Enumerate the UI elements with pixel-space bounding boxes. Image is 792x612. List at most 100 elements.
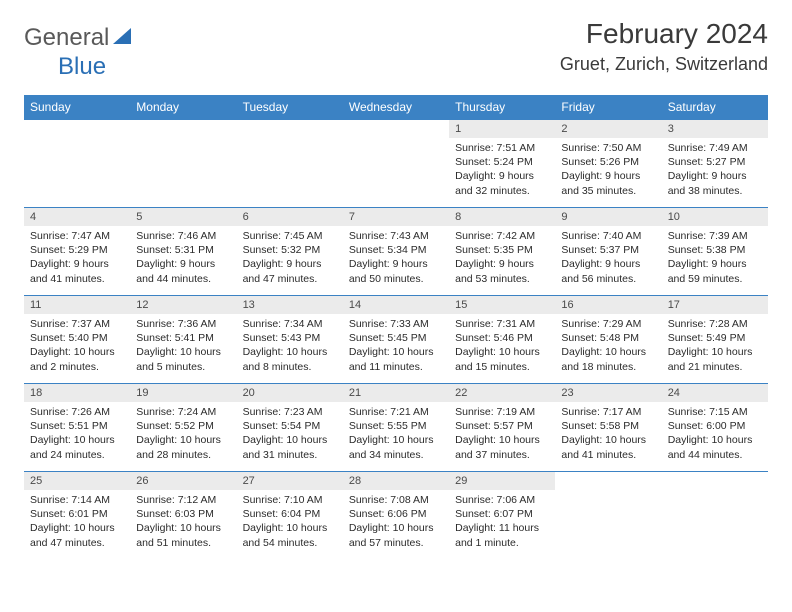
day-body: Sunrise: 7:51 AMSunset: 5:24 PMDaylight:…	[449, 138, 555, 202]
calendar-day-cell: 22Sunrise: 7:19 AMSunset: 5:57 PMDayligh…	[449, 384, 555, 472]
calendar-body: 1Sunrise: 7:51 AMSunset: 5:24 PMDaylight…	[24, 120, 768, 560]
calendar-week-row: 1Sunrise: 7:51 AMSunset: 5:24 PMDaylight…	[24, 120, 768, 208]
day-number: 21	[343, 384, 449, 402]
day-number: 2	[555, 120, 661, 138]
day-body: Sunrise: 7:46 AMSunset: 5:31 PMDaylight:…	[130, 226, 236, 290]
weekday-header-row: SundayMondayTuesdayWednesdayThursdayFrid…	[24, 95, 768, 120]
calendar-week-row: 11 Sunrise: 7:37 AMSunset: 5:40 PM Dayligh…	[24, 296, 768, 384]
daylight-line: Daylight: 10 hours and 5 minutes.	[136, 345, 230, 373]
day-body: Sunrise: 7:08 AMSunset: 6:06 PMDaylight:…	[343, 490, 449, 554]
calendar-day-cell: 14Sunrise: 7:33 AMSunset: 5:45 PMDayligh…	[343, 296, 449, 384]
day-number: 26	[130, 472, 236, 490]
calendar-day-cell: 16Sunrise: 7:29 AMSunset: 5:48 PMDayligh…	[555, 296, 661, 384]
weekday-header: Thursday	[449, 95, 555, 120]
sunset-line: Sunset: 5:38 PM	[668, 243, 762, 257]
day-body: Sunrise: 7:12 AMSunset: 6:03 PMDaylight:…	[130, 490, 236, 554]
sunrise-line: Sunrise: 7:29 AM	[561, 317, 655, 331]
sunset-line: Sunset: 5:26 PM	[561, 155, 655, 169]
sunrise-line: Sunrise: 7:10 AM	[243, 493, 337, 507]
daylight-line: Daylight: 10 hours and 57 minutes.	[349, 521, 443, 549]
calendar-day-cell: 21Sunrise: 7:21 AMSunset: 5:55 PMDayligh…	[343, 384, 449, 472]
day-number: 4	[24, 208, 130, 226]
calendar-day-cell: 20Sunrise: 7:23 AMSunset: 5:54 PMDayligh…	[237, 384, 343, 472]
day-number: 22	[449, 384, 555, 402]
calendar-week-row: 4Sunrise: 7:47 AMSunset: 5:29 PMDaylight…	[24, 208, 768, 296]
daylight-line: Daylight: 10 hours and 15 minutes.	[455, 345, 549, 373]
calendar-empty-cell	[24, 120, 130, 208]
daylight-line: Daylight: 10 hours and 18 minutes.	[561, 345, 655, 373]
sunrise-line: Sunrise: 7:43 AM	[349, 229, 443, 243]
calendar-day-cell: 8Sunrise: 7:42 AMSunset: 5:35 PMDaylight…	[449, 208, 555, 296]
sunrise-line: Sunrise: 7:12 AM	[136, 493, 230, 507]
calendar-day-cell: 12Sunrise: 7:36 AMSunset: 5:41 PMDayligh…	[130, 296, 236, 384]
sunset-line: Sunset: 6:04 PM	[243, 507, 337, 521]
weekday-header: Wednesday	[343, 95, 449, 120]
day-body: Sunrise: 7:31 AMSunset: 5:46 PMDaylight:…	[449, 314, 555, 378]
calendar-day-cell: 13Sunrise: 7:34 AMSunset: 5:43 PMDayligh…	[237, 296, 343, 384]
sunset-line: Sunset: 6:01 PM	[30, 507, 124, 521]
sunrise-line: Sunrise: 7:24 AM	[136, 405, 230, 419]
day-number: 7	[343, 208, 449, 226]
day-number: 11	[24, 296, 130, 314]
day-body: Sunrise: 7:19 AMSunset: 5:57 PMDaylight:…	[449, 402, 555, 466]
day-number: 16	[555, 296, 661, 314]
calendar-day-cell: 17Sunrise: 7:28 AMSunset: 5:49 PMDayligh…	[662, 296, 768, 384]
calendar-day-cell: 23Sunrise: 7:17 AMSunset: 5:58 PMDayligh…	[555, 384, 661, 472]
sunrise-line: Sunrise: 7:40 AM	[561, 229, 655, 243]
calendar-table: SundayMondayTuesdayWednesdayThursdayFrid…	[24, 95, 768, 560]
calendar-day-cell: 28Sunrise: 7:08 AMSunset: 6:06 PMDayligh…	[343, 472, 449, 560]
day-body: Sunrise: 7:39 AMSunset: 5:38 PMDaylight:…	[662, 226, 768, 290]
day-number: 25	[24, 472, 130, 490]
daylight-line: Daylight: 10 hours and 37 minutes.	[455, 433, 549, 461]
sunset-line: Sunset: 5:55 PM	[349, 419, 443, 433]
calendar-empty-cell	[662, 472, 768, 560]
sunrise-line: Sunrise: 7:36 AM	[136, 317, 230, 331]
daylight-line: Daylight: 10 hours and 11 minutes.	[349, 345, 443, 373]
day-number: 6	[237, 208, 343, 226]
day-body: Sunrise: 7:26 AMSunset: 5:51 PMDaylight:…	[24, 402, 130, 466]
daylight-line: Daylight: 10 hours and 34 minutes.	[349, 433, 443, 461]
calendar-empty-cell	[555, 472, 661, 560]
day-number: 5	[130, 208, 236, 226]
daylight-line: Daylight: 10 hours and 21 minutes.	[668, 345, 762, 373]
logo-text-blue: Blue	[58, 53, 106, 80]
sunrise-line: Sunrise: 7:06 AM	[455, 493, 549, 507]
day-body: Sunrise: 7:43 AMSunset: 5:34 PMDaylight:…	[343, 226, 449, 290]
sunrise-line: Sunrise: 7:08 AM	[349, 493, 443, 507]
calendar-week-row: 25 Sunrise: 7:14 AMSunset: 6:01 PM Dayligh…	[24, 472, 768, 560]
weekday-header: Saturday	[662, 95, 768, 120]
day-number: 1	[449, 120, 555, 138]
calendar-empty-cell	[237, 120, 343, 208]
day-number: 14	[343, 296, 449, 314]
daylight-line: Daylight: 10 hours and 24 minutes.	[30, 433, 124, 461]
day-body: Sunrise: 7:17 AMSunset: 5:58 PMDaylight:…	[555, 402, 661, 466]
daylight-line: Daylight: 10 hours and 44 minutes.	[668, 433, 762, 461]
sunset-line: Sunset: 5:40 PM	[30, 331, 124, 345]
day-body: Sunrise: 7:47 AMSunset: 5:29 PMDaylight:…	[24, 226, 130, 290]
sunrise-line: Sunrise: 7:51 AM	[455, 141, 549, 155]
sunrise-line: Sunrise: 7:37 AM	[30, 317, 124, 331]
day-body: Sunrise: 7:21 AMSunset: 5:55 PMDaylight:…	[343, 402, 449, 466]
sunset-line: Sunset: 5:58 PM	[561, 419, 655, 433]
calendar-empty-cell	[130, 120, 236, 208]
sunrise-line: Sunrise: 7:19 AM	[455, 405, 549, 419]
day-number: 8	[449, 208, 555, 226]
daylight-line: Daylight: 9 hours and 44 minutes.	[136, 257, 230, 285]
day-body: Sunrise: 7:15 AMSunset: 6:00 PMDaylight:…	[662, 402, 768, 466]
calendar-day-cell: 29Sunrise: 7:06 AMSunset: 6:07 PMDayligh…	[449, 472, 555, 560]
sunset-line: Sunset: 5:34 PM	[349, 243, 443, 257]
sunset-line: Sunset: 6:03 PM	[136, 507, 230, 521]
sunrise-line: Sunrise: 7:14 AM	[30, 493, 124, 507]
calendar-day-cell: 24Sunrise: 7:15 AMSunset: 6:00 PMDayligh…	[662, 384, 768, 472]
sunset-line: Sunset: 5:29 PM	[30, 243, 124, 257]
sunset-line: Sunset: 5:54 PM	[243, 419, 337, 433]
logo: General	[24, 18, 135, 52]
sunset-line: Sunset: 5:49 PM	[668, 331, 762, 345]
sunrise-line: Sunrise: 7:26 AM	[30, 405, 124, 419]
day-body: Sunrise: 7:45 AMSunset: 5:32 PMDaylight:…	[237, 226, 343, 290]
day-number: 20	[237, 384, 343, 402]
calendar-empty-cell	[343, 120, 449, 208]
logo-text-general: General	[24, 24, 109, 52]
sunset-line: Sunset: 5:37 PM	[561, 243, 655, 257]
day-number: 27	[237, 472, 343, 490]
